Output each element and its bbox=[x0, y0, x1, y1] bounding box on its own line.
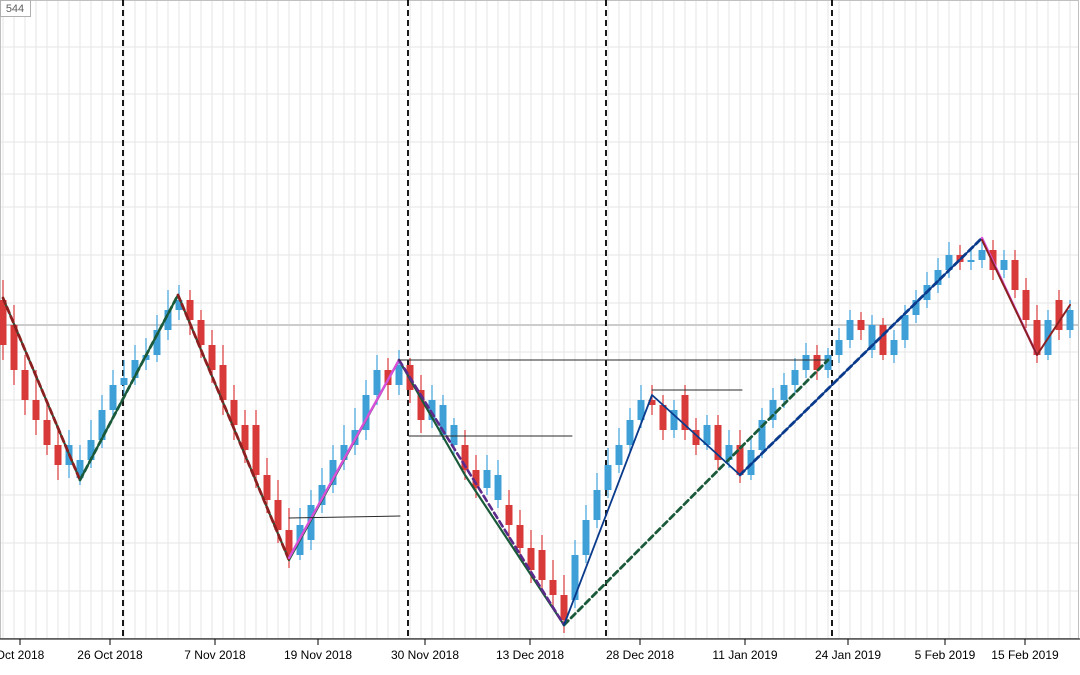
x-axis-label: 5 Feb 2019 bbox=[915, 648, 976, 662]
candle bbox=[616, 445, 623, 465]
candle bbox=[55, 445, 62, 465]
x-axis-label: 30 Nov 2018 bbox=[391, 648, 459, 662]
candle bbox=[979, 250, 986, 260]
candle bbox=[374, 370, 381, 395]
candle bbox=[517, 525, 524, 548]
candle bbox=[495, 475, 502, 500]
candle bbox=[781, 385, 788, 400]
candle bbox=[847, 320, 854, 340]
candle bbox=[264, 475, 271, 500]
x-axis-label: 11 Jan 2019 bbox=[712, 648, 777, 662]
candle bbox=[506, 505, 513, 525]
candle bbox=[1001, 260, 1008, 270]
x-axis-label: 15 Feb 2019 bbox=[991, 648, 1059, 662]
candle bbox=[627, 420, 634, 445]
x-axis-label: 26 Oct 2018 bbox=[77, 648, 143, 662]
candle bbox=[891, 340, 898, 355]
candle bbox=[1012, 260, 1019, 290]
candle bbox=[902, 315, 909, 340]
candle bbox=[550, 580, 557, 595]
candle bbox=[605, 465, 612, 490]
candle bbox=[121, 378, 128, 385]
x-axis-label: 13 Dec 2018 bbox=[496, 648, 564, 662]
candle bbox=[968, 260, 975, 262]
candle bbox=[660, 405, 667, 430]
candle bbox=[484, 470, 491, 488]
candle bbox=[836, 340, 843, 355]
candle bbox=[858, 320, 865, 330]
price-chart[interactable]: Oct 2018 26 Oct 2018 7 Nov 2018 19 Nov 2018… bbox=[0, 0, 1080, 675]
candle bbox=[594, 490, 601, 520]
chart-label: 544 bbox=[1, 1, 31, 17]
candle bbox=[572, 555, 579, 600]
candle bbox=[396, 365, 403, 385]
x-axis-label: 7 Nov 2018 bbox=[184, 648, 246, 662]
x-axis-label: 24 Jan 2019 bbox=[815, 648, 881, 662]
x-axis-label: 28 Dec 2018 bbox=[606, 648, 674, 662]
candle bbox=[539, 550, 546, 580]
chart-label-text: 544 bbox=[6, 3, 24, 15]
candle bbox=[44, 420, 51, 445]
candle bbox=[451, 425, 458, 445]
candle bbox=[253, 425, 260, 475]
candle bbox=[22, 370, 29, 400]
candle bbox=[1067, 310, 1074, 330]
candle bbox=[583, 520, 590, 555]
candle bbox=[880, 325, 887, 355]
x-axis-label: Oct 2018 bbox=[0, 648, 45, 662]
candle bbox=[803, 355, 810, 370]
candle bbox=[1023, 290, 1030, 320]
x-axis-label: 19 Nov 2018 bbox=[284, 648, 352, 662]
candle bbox=[110, 385, 117, 410]
candle bbox=[209, 345, 216, 370]
candle bbox=[792, 370, 799, 385]
candle bbox=[33, 400, 40, 420]
